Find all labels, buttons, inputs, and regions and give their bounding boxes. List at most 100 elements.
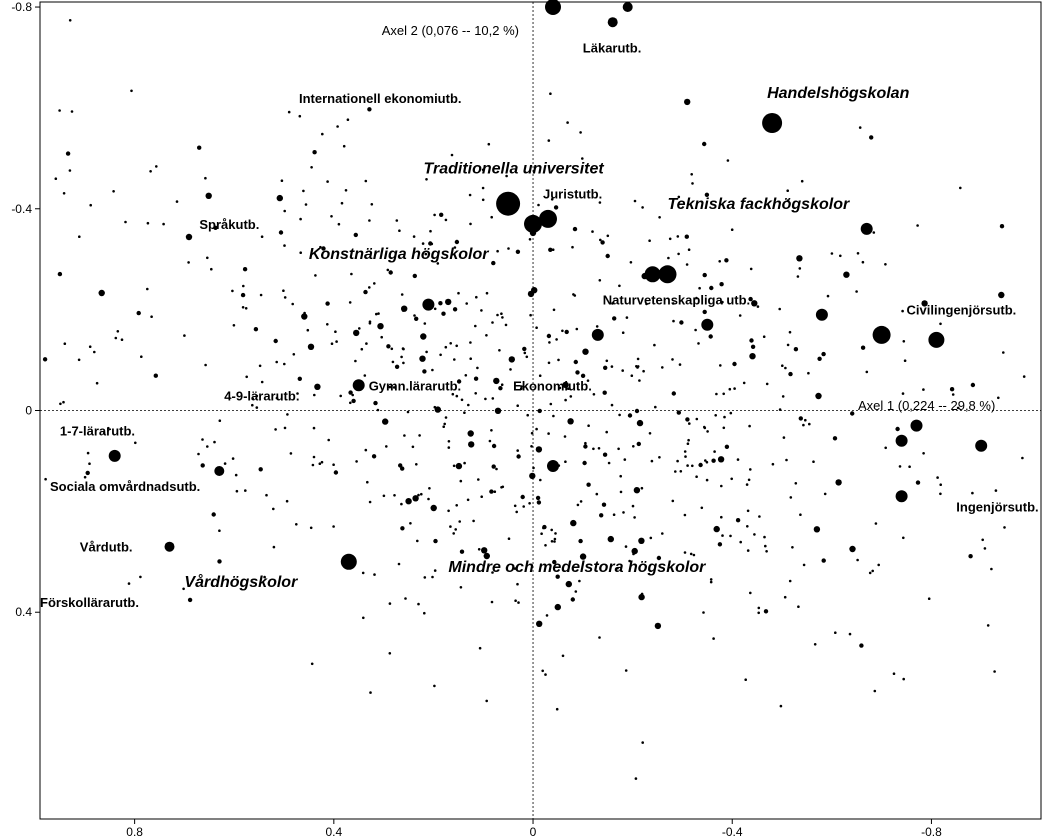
data-point-small: [326, 323, 329, 326]
data-point-small: [732, 361, 737, 367]
data-point-small: [493, 490, 497, 494]
data-point-small: [555, 574, 560, 579]
data-point-small: [412, 495, 419, 502]
data-point-small: [501, 485, 505, 489]
data-point-small: [362, 616, 365, 620]
data-point-small: [697, 342, 700, 345]
data-point-large: [422, 298, 435, 311]
data-point-small: [821, 558, 826, 563]
data-point-small: [671, 499, 675, 503]
data-point-small: [149, 170, 152, 173]
data-point-small: [705, 460, 709, 464]
data-point-small: [632, 552, 635, 556]
data-point-small: [540, 532, 543, 535]
data-point-small: [292, 353, 296, 356]
data-point-small: [720, 484, 723, 488]
data-point-small: [591, 230, 594, 233]
data-point-small: [452, 307, 458, 312]
data-point-small: [481, 198, 485, 202]
data-point-small: [107, 426, 110, 430]
data-point-small: [388, 652, 392, 655]
data-point-small: [86, 451, 90, 455]
data-point-small: [595, 325, 599, 328]
data-point-small: [265, 493, 268, 497]
data-point-small: [398, 463, 403, 468]
data-point-small: [564, 398, 567, 402]
data-point-large: [547, 460, 559, 472]
data-point-small: [417, 493, 420, 497]
data-point-small: [584, 441, 587, 445]
data-point-small: [564, 460, 567, 464]
data-point-small: [711, 458, 716, 463]
data-point-small: [778, 408, 782, 411]
field-label: Förskollärarutb.: [40, 595, 139, 610]
field-label: Läkarutb.: [583, 40, 642, 55]
data-point-small: [548, 247, 553, 252]
data-point-small: [612, 316, 617, 321]
data-point-small: [337, 222, 341, 226]
data-point-small: [573, 294, 577, 297]
data-point-small: [175, 200, 179, 203]
data-point-small: [210, 267, 213, 271]
data-point-small: [793, 347, 799, 352]
data-point-small: [535, 446, 543, 453]
data-point-small: [1003, 526, 1006, 529]
data-point-small: [102, 431, 106, 435]
data-point-small: [413, 314, 416, 317]
data-point-small: [788, 579, 792, 583]
data-point-small: [730, 477, 733, 481]
data-point-small: [545, 614, 549, 617]
data-point-small: [314, 383, 321, 390]
data-point-small: [781, 395, 785, 398]
data-point-small: [289, 452, 293, 455]
data-point-small: [498, 349, 501, 352]
data-point-small: [784, 366, 787, 370]
data-point-small: [573, 359, 578, 365]
data-point-small: [516, 454, 521, 459]
data-point-small: [365, 342, 368, 345]
data-point-small: [234, 473, 238, 477]
data-point-small: [459, 549, 465, 554]
data-point-small: [677, 195, 681, 199]
data-point-small: [902, 536, 905, 540]
data-point-small: [423, 322, 427, 325]
data-point-small: [112, 190, 115, 193]
data-point-small: [282, 289, 285, 293]
data-point-small: [683, 450, 687, 453]
data-point-small: [583, 444, 588, 449]
data-point-small: [453, 358, 456, 361]
data-point-small: [674, 470, 677, 473]
data-point-small: [607, 535, 614, 543]
data-point-small: [691, 464, 694, 468]
data-point-small: [704, 192, 710, 197]
data-point-small: [406, 410, 410, 414]
data-point-small: [456, 379, 462, 384]
data-point-small: [474, 324, 477, 328]
data-point-small: [703, 425, 706, 429]
data-point-small: [553, 540, 556, 543]
data-point-large: [539, 209, 557, 228]
data-point-small: [602, 390, 607, 395]
data-point-small: [427, 497, 430, 501]
data-point-small: [455, 462, 463, 470]
field-label: Internationell ekonomiutb.: [299, 91, 462, 106]
data-point-small: [939, 322, 942, 326]
data-point-small: [981, 538, 984, 542]
data-point-small: [632, 445, 635, 448]
data-point-small: [358, 327, 361, 330]
data-point-small: [892, 672, 896, 675]
data-point-small: [434, 406, 441, 413]
data-point-small: [93, 350, 96, 354]
data-point-small: [377, 312, 380, 315]
data-point-small: [298, 114, 302, 118]
data-point-small: [401, 309, 405, 312]
data-point-small: [342, 144, 346, 148]
data-point-small: [532, 466, 535, 470]
data-point-small: [671, 302, 675, 305]
data-point-small: [404, 597, 407, 600]
data-point-small: [391, 360, 395, 364]
data-point-small: [447, 440, 451, 443]
data-point-small: [78, 235, 81, 238]
data-point-small: [251, 397, 255, 401]
data-point-small: [565, 580, 572, 588]
